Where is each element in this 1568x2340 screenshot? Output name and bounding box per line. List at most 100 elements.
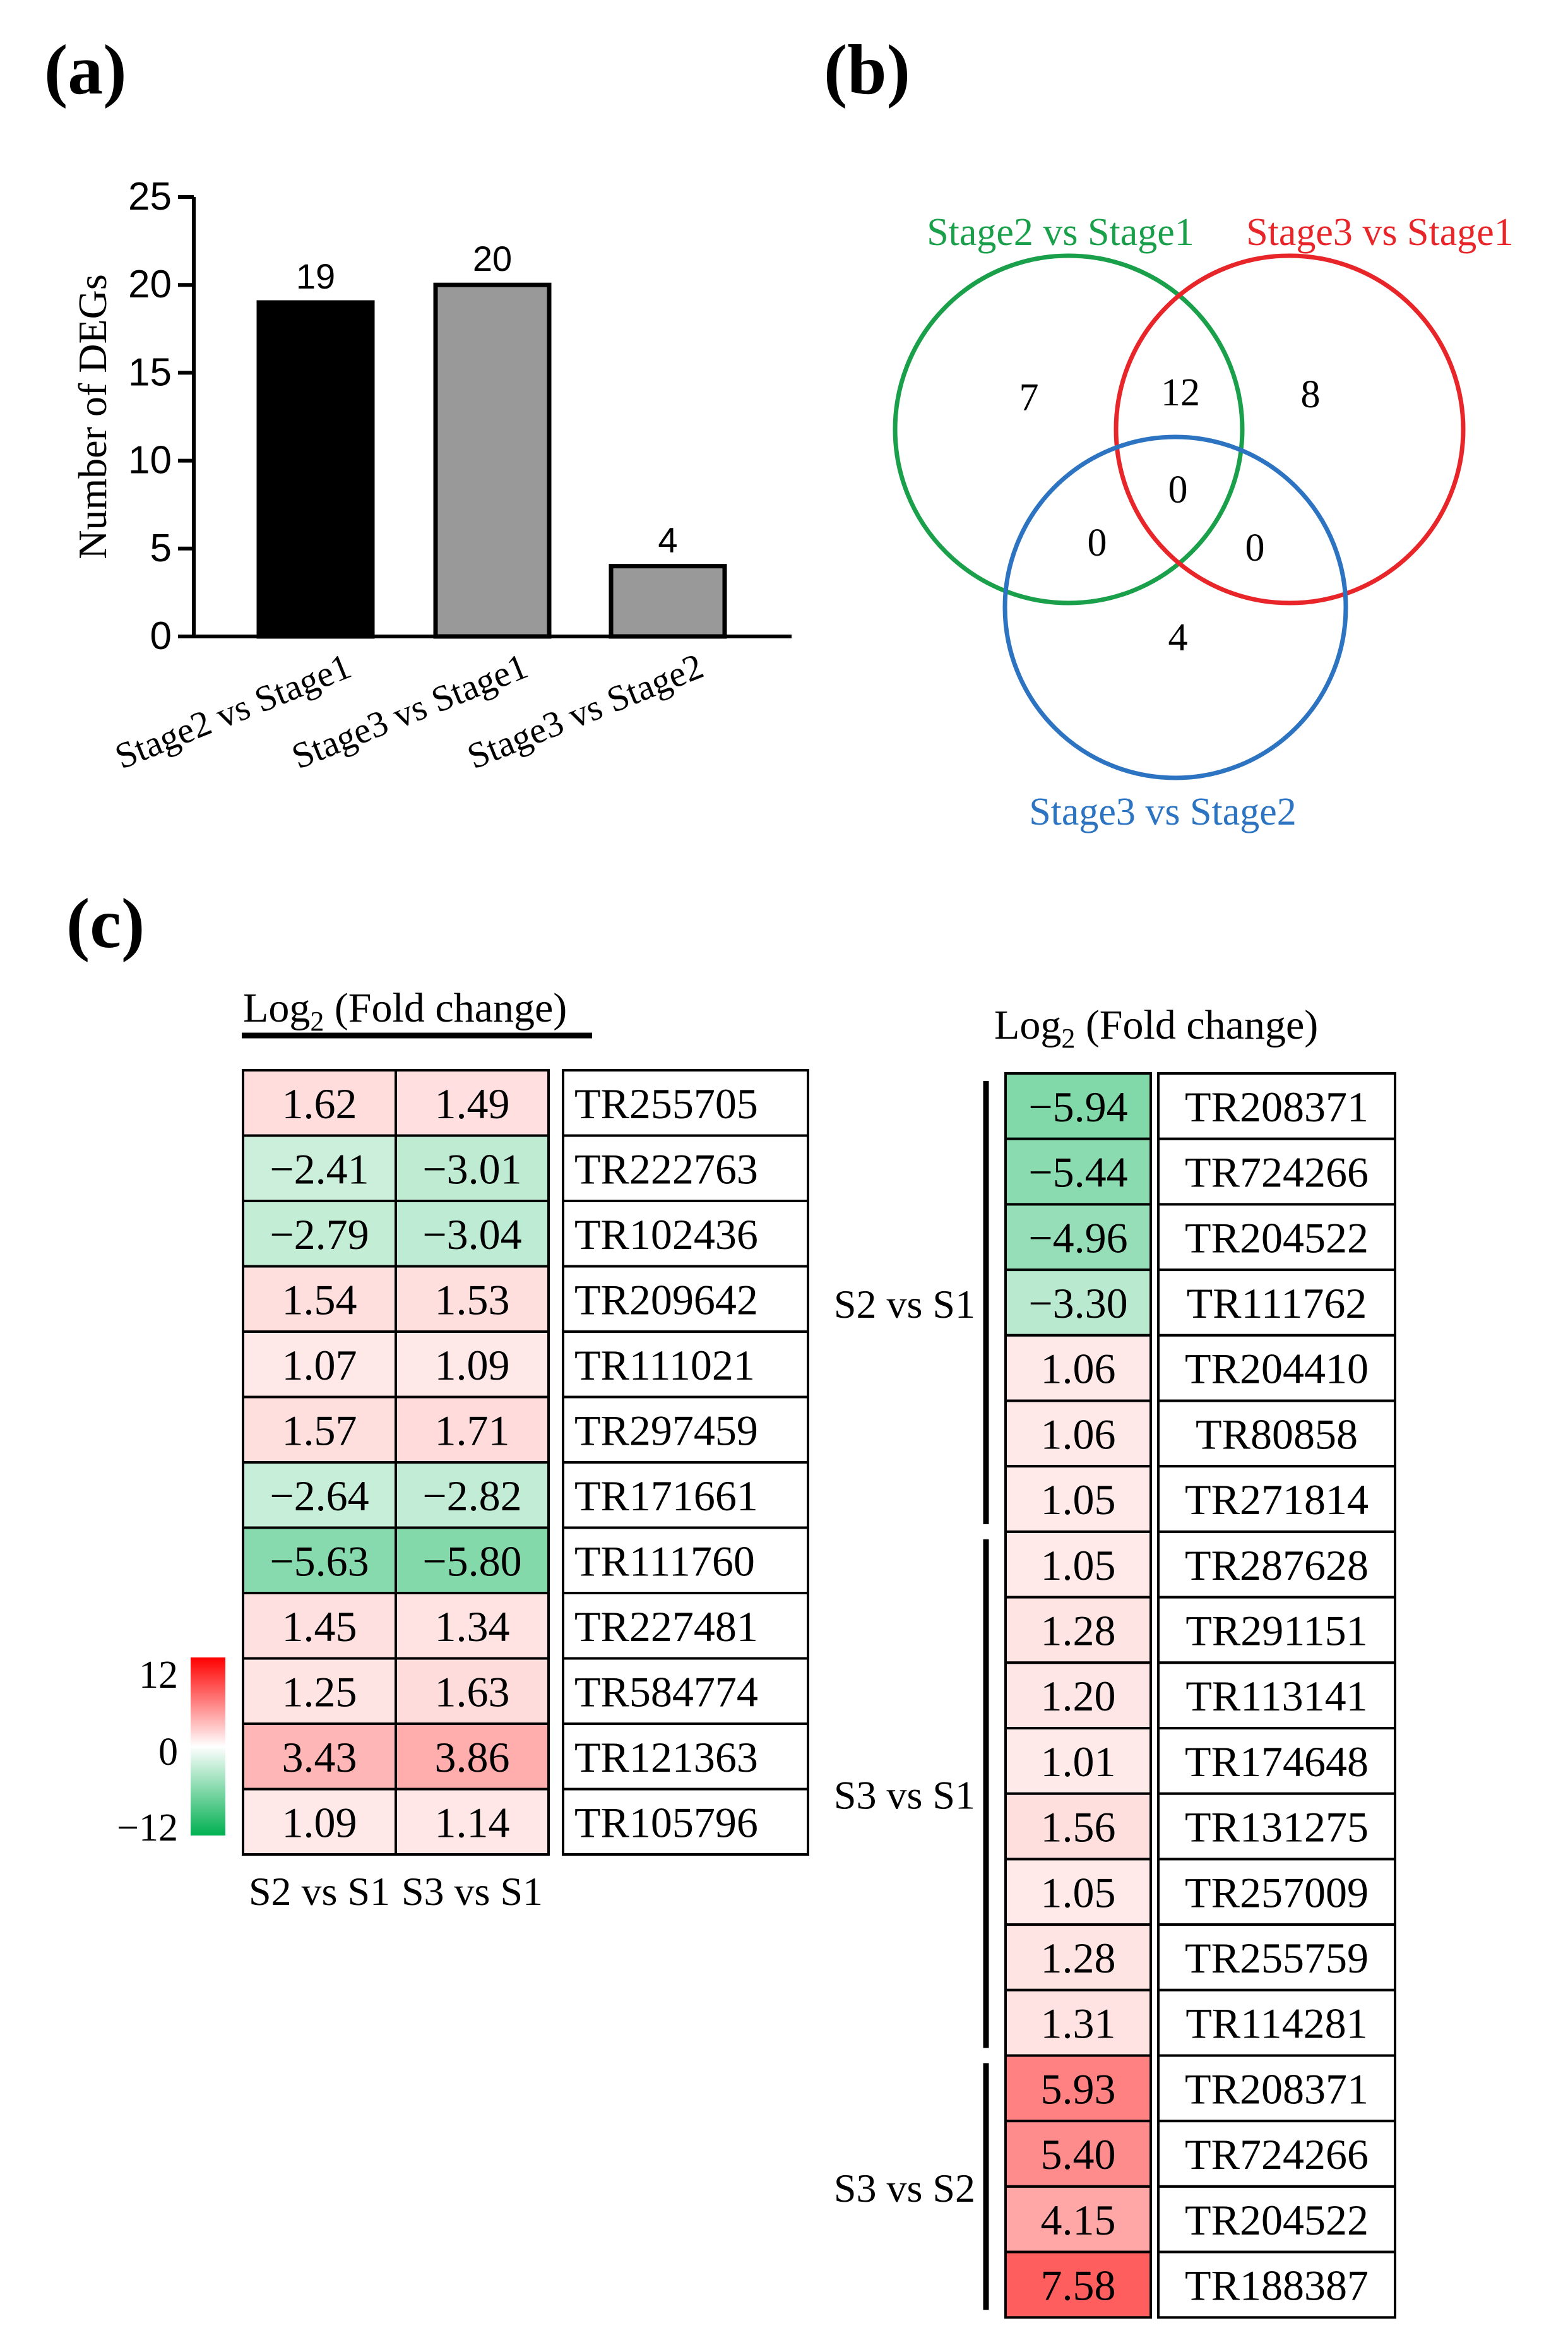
- bar-value-label: 4: [658, 520, 677, 560]
- gene-id-cell: [562, 1200, 809, 1268]
- heatmap-cell-label: −2.79: [270, 1210, 369, 1258]
- gene-id-label: TR724266: [1185, 2130, 1369, 2178]
- heatmap-cell-label: 1.14: [435, 1798, 510, 1846]
- heatmap-cell: [1004, 1858, 1152, 1926]
- venn-label-stage3-vs-stage2: Stage3 vs Stage2: [1029, 791, 1297, 833]
- venn-region-s2-only: 7: [1019, 376, 1039, 419]
- venn-region-s3v1-s3v2: 0: [1245, 527, 1265, 570]
- gene-id-label: TR291151: [1185, 1606, 1367, 1654]
- heatmap-cell: [242, 1200, 397, 1268]
- gene-id-label: TR209642: [574, 1275, 758, 1323]
- heatmap-cell-label: 1.05: [1041, 1541, 1116, 1589]
- heatmap-cell-label: −4.96: [1028, 1214, 1127, 1262]
- gene-id-cell: [1157, 1530, 1396, 1599]
- gene-id-cell: [562, 1592, 809, 1660]
- venn-circle-stage2-vs-stage1: [893, 253, 1245, 606]
- gene-id-label: TR111021: [574, 1341, 755, 1389]
- heatmap-cell: [395, 1592, 550, 1660]
- gene-id-cell: [1157, 2120, 1396, 2188]
- heatmap-cell-label: 1.49: [435, 1080, 510, 1128]
- gene-id-label: TR204410: [1185, 1345, 1369, 1393]
- venn-diagram: Stage2 vs Stage1 Stage3 vs Stage1 Stage3…: [893, 211, 1514, 833]
- heatmap-cell-label: −2.82: [422, 1472, 521, 1520]
- heatmap-cell-label: −2.41: [270, 1145, 369, 1193]
- gene-id-label: TR255759: [1185, 1934, 1369, 1982]
- gene-id-label: TR113141: [1185, 1672, 1367, 1720]
- y-tick-label: 5: [150, 527, 172, 570]
- gene-id-cell: [562, 1657, 809, 1725]
- heatmap-cell: [1004, 1137, 1152, 1206]
- heatmap-column-label: S3 vs S1: [401, 1869, 543, 1914]
- heatmap-cell: [395, 1069, 550, 1137]
- heatmap-cell-label: 1.05: [1041, 1868, 1116, 1916]
- venn-circle-stage3-vs-stage1: [1114, 253, 1466, 606]
- heatmap-cell-label: 1.09: [435, 1341, 510, 1389]
- gene-id-label: TR204522: [1185, 1214, 1369, 1262]
- gene-id-cell: [1157, 1137, 1396, 1206]
- venn-region-all: 0: [1168, 469, 1188, 511]
- heatmap-cell: [1004, 2185, 1152, 2253]
- heatmap-cell-label: 1.25: [282, 1668, 357, 1716]
- heatmap-cell-label: −2.64: [270, 1472, 369, 1520]
- gene-id-cell: [1157, 1661, 1396, 1730]
- heatmap-cell-label: −5.80: [422, 1537, 521, 1585]
- gene-id-label: TR204522: [1185, 2196, 1369, 2244]
- heatmap-right-title-sub: 2: [1061, 1023, 1075, 1054]
- bar-stage2-vs-stage1: [256, 300, 375, 639]
- gene-id-label: TR271814: [1185, 1476, 1369, 1524]
- heatmap-cell: [242, 1330, 397, 1399]
- panel-label-a: (a): [44, 31, 127, 109]
- gene-id-cell: [562, 1788, 809, 1856]
- heatmap-cell-label: −5.94: [1028, 1083, 1127, 1131]
- heatmap-cell-label: 1.34: [435, 1603, 510, 1651]
- heatmap-cell-label: 5.93: [1041, 2065, 1116, 2113]
- color-scale-bar: [191, 1657, 225, 1836]
- heatmap-cell-label: −3.30: [1028, 1279, 1127, 1327]
- gene-id-cell: [1157, 2054, 1396, 2123]
- group-label-s3-vs-s1: S3 vs S1: [834, 1773, 975, 1818]
- gene-id-label: TR80858: [1196, 1410, 1358, 1458]
- venn-label-stage3-vs-stage1: Stage3 vs Stage1: [1246, 211, 1514, 254]
- gene-id-label: TR724266: [1185, 1149, 1369, 1197]
- gene-id-cell: [1157, 1988, 1396, 2057]
- gene-id-label: TR222763: [574, 1145, 758, 1193]
- heatmap-cell-label: 1.28: [1041, 1934, 1116, 1982]
- heatmap-cell-label: 7.58: [1041, 2261, 1116, 2309]
- heatmap-cell-label: 1.09: [282, 1798, 357, 1846]
- venn-region-s3v2-only: 4: [1168, 616, 1188, 659]
- color-scale-min-label: −12: [117, 1806, 178, 1849]
- gene-id-cell: [1157, 1072, 1396, 1140]
- heatmap-cell: [242, 1461, 397, 1529]
- heatmap-cell: [242, 1395, 397, 1464]
- venn-region-s2-s3v2: 0: [1088, 522, 1107, 564]
- gene-id-label: TR102436: [574, 1210, 758, 1258]
- heatmap-cell-label: 1.45: [282, 1603, 357, 1651]
- heatmap-cell-label: −5.63: [270, 1537, 369, 1585]
- group-label-s3-vs-s2: S3 vs S2: [834, 2166, 975, 2211]
- heatmap-cell: [1004, 1792, 1152, 1861]
- gene-id-cell: [1157, 1203, 1396, 1272]
- gene-id-cell: [1157, 1923, 1396, 1991]
- y-tick-label: 25: [128, 175, 172, 218]
- heatmap-cell: [395, 1722, 550, 1791]
- y-tick-label: 10: [128, 439, 172, 482]
- heatmap-cell-label: 1.62: [282, 1080, 357, 1128]
- heatmap-cell-label: −3.01: [422, 1145, 521, 1193]
- gene-id-label: TR227481: [574, 1603, 758, 1651]
- heatmap-right-title: Log2 (Fold change): [994, 1002, 1318, 1054]
- heatmap-cell-label: −3.04: [422, 1210, 521, 1258]
- gene-id-cell: [562, 1722, 809, 1791]
- gene-id-cell: [1157, 2185, 1396, 2253]
- heatmap-column-label: S2 vs S1: [249, 1869, 390, 1914]
- y-tick-label: 0: [150, 614, 172, 658]
- bar-value-label: 20: [473, 239, 512, 278]
- gene-id-cell: [562, 1069, 809, 1137]
- heatmap-cell: [395, 1395, 550, 1464]
- gene-id-label: TR208371: [1185, 1083, 1369, 1131]
- heatmap-cell-label: 3.86: [435, 1733, 510, 1781]
- heatmap-cell: [395, 1265, 550, 1333]
- bar-stage3-vs-stage2: [609, 564, 727, 639]
- heatmap-cell-label: 1.54: [282, 1275, 357, 1323]
- heatmap-cell: [395, 1330, 550, 1399]
